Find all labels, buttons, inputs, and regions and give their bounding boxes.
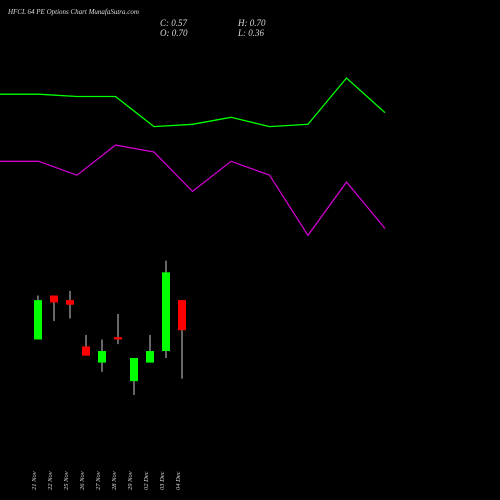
candle-body xyxy=(98,351,106,363)
ohlc-high: H: 0.70 xyxy=(237,18,266,28)
x-tick-label: 21 Nov xyxy=(31,471,38,490)
candle-body xyxy=(50,295,58,303)
ohlc-low: L: 0.36 xyxy=(237,28,265,38)
x-tick-label: 29 Nov xyxy=(127,471,134,490)
x-tick-label: 22 Nov xyxy=(47,471,54,490)
x-tick-label: 02 Dec xyxy=(143,471,150,490)
x-tick-label: 28 Nov xyxy=(111,471,118,490)
candle-body xyxy=(178,300,186,331)
x-tick-label: 25 Nov xyxy=(63,471,70,490)
ohlc-open: O: 0.70 xyxy=(160,28,188,38)
candle-body xyxy=(82,346,90,356)
x-tick-label: 03 Dec xyxy=(159,471,166,490)
chart-title: HFCL 64 PE Options Chart MunafaSutra.com xyxy=(7,8,139,16)
candle-body xyxy=(66,300,74,305)
candle-body xyxy=(34,300,42,340)
candle-body xyxy=(146,351,154,363)
x-tick-label: 27 Nov xyxy=(95,471,102,490)
ohlc-close: C: 0.57 xyxy=(160,18,188,28)
candle-body xyxy=(162,272,170,352)
candle-body xyxy=(114,337,122,340)
indicator-line xyxy=(0,144,386,237)
x-tick-label: 04 Dec xyxy=(175,471,182,490)
x-tick-label: 26 Nov xyxy=(79,471,86,490)
candle-body xyxy=(130,357,138,382)
indicator-line xyxy=(0,77,386,128)
